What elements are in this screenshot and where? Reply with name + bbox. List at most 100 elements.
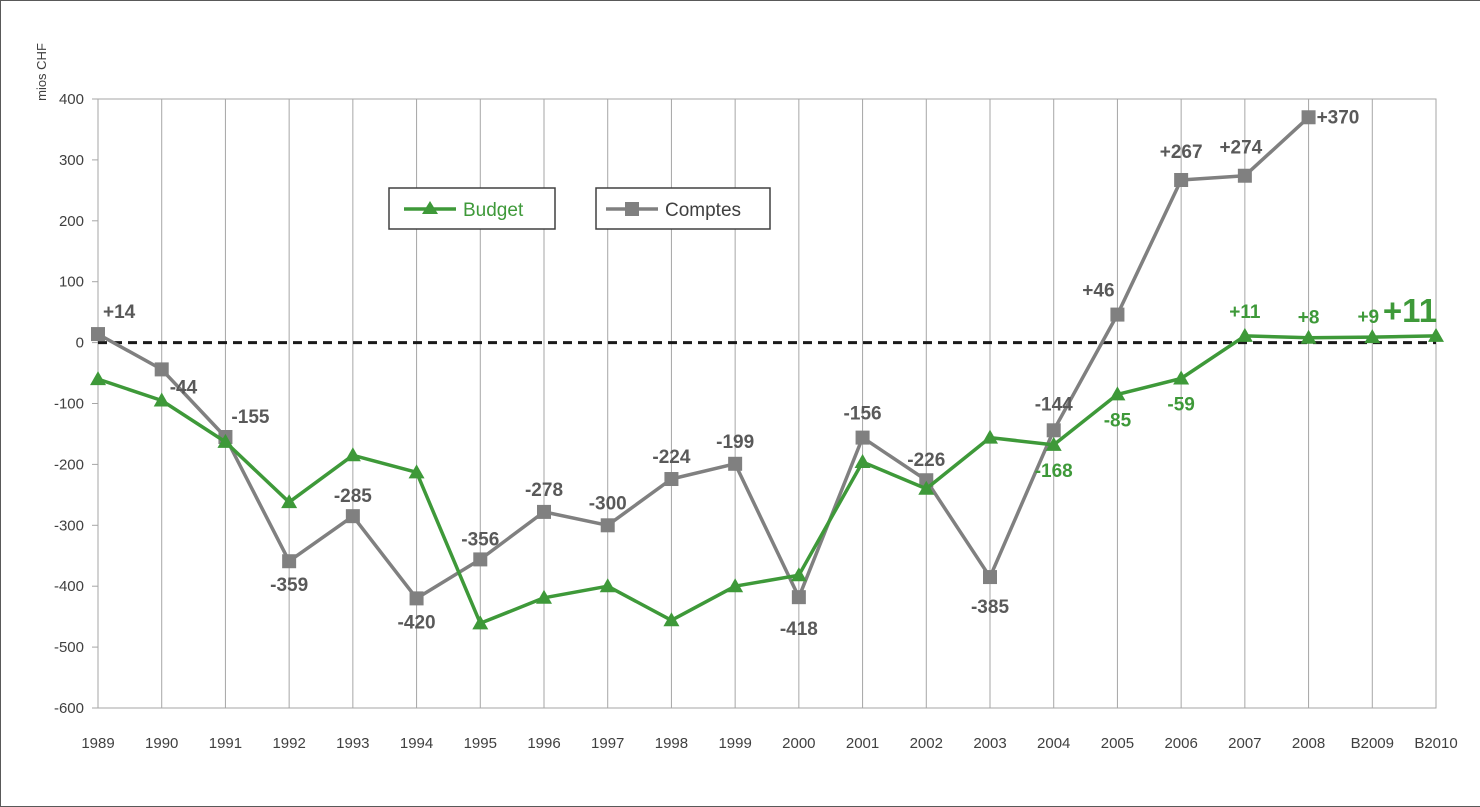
- x-tick-label: 2006: [1164, 735, 1197, 752]
- data-label-comptes: -356: [461, 529, 499, 550]
- y-tick-label: 300: [59, 152, 84, 169]
- marker-budget: [153, 392, 170, 407]
- marker-comptes: [1046, 423, 1061, 438]
- data-label-comptes: -278: [525, 480, 563, 501]
- x-tick-label: 1991: [209, 735, 242, 752]
- marker-budget: [217, 433, 234, 448]
- marker-comptes: [154, 362, 169, 377]
- marker-comptes: [791, 590, 806, 605]
- data-label-budget: -168: [1035, 461, 1073, 482]
- series-line-budget: [97, 334, 1437, 626]
- marker-comptes: [473, 552, 488, 567]
- marker-comptes: [983, 570, 997, 585]
- y-tick-label: -500: [54, 639, 84, 656]
- marker-budget: [1109, 386, 1126, 401]
- marker-budget: [1300, 329, 1317, 344]
- marker-budget: [536, 589, 552, 604]
- y-tick-label: -600: [54, 700, 84, 717]
- x-tick-label: 2000: [782, 735, 815, 752]
- data-label-comptes: +370: [1317, 107, 1360, 128]
- data-label-comptes: -418: [780, 619, 818, 640]
- marker-budget: [918, 480, 935, 495]
- marker-comptes: [1110, 307, 1125, 322]
- legend-label-budget: Budget: [463, 200, 524, 221]
- data-label-budget: +11: [1229, 302, 1261, 323]
- marker-budget: [727, 578, 744, 593]
- marker-budget: [408, 464, 425, 479]
- data-label-comptes: -224: [652, 447, 690, 468]
- marker-comptes: [728, 456, 743, 471]
- x-tick-label: B2010: [1414, 735, 1457, 752]
- legend-marker-budget: [422, 201, 438, 214]
- marker-budget: [344, 447, 361, 462]
- y-tick-label: 100: [59, 274, 84, 291]
- legend: Budget Comptes: [388, 187, 771, 230]
- data-label-comptes: +14: [103, 302, 136, 323]
- marker-budget: [1173, 370, 1190, 385]
- marker-budget: [472, 615, 489, 630]
- x-tick-label: 2003: [973, 735, 1006, 752]
- marker-comptes: [855, 430, 870, 445]
- y-tick-label: -400: [54, 578, 84, 595]
- marker-comptes: [664, 472, 679, 487]
- data-label-comptes: -359: [270, 575, 308, 596]
- data-label-comptes: +46: [1082, 281, 1114, 302]
- data-label-comptes: -420: [398, 612, 436, 633]
- y-tick-label: -300: [54, 517, 84, 534]
- data-label-comptes: -44: [170, 377, 198, 398]
- marker-budget: [854, 453, 871, 468]
- data-label-comptes: +274: [1219, 138, 1262, 159]
- x-tick-label: 1993: [336, 735, 369, 752]
- marker-comptes: [1174, 172, 1189, 187]
- data-label-comptes: -300: [589, 493, 627, 514]
- x-tick-label: 2005: [1101, 735, 1134, 752]
- x-tick-label: 1997: [591, 735, 624, 752]
- marker-budget: [982, 429, 998, 444]
- data-labels: +14 -44 -155 -359 -285 -420 -356 -278 -300 -224 -1…: [103, 107, 1437, 640]
- data-label-comptes: -156: [844, 404, 882, 425]
- data-label-comptes: -285: [334, 486, 372, 507]
- marker-budget: [663, 612, 680, 627]
- x-tick-label: 2004: [1037, 735, 1070, 752]
- marker-budget: [281, 494, 298, 509]
- x-tick-label: 1996: [527, 735, 560, 752]
- marker-comptes: [1301, 110, 1316, 125]
- data-label-comptes: -385: [971, 597, 1009, 618]
- data-label-budget: +11: [1383, 292, 1437, 329]
- x-tick-label: 1995: [464, 735, 497, 752]
- data-label-budget: +8: [1298, 308, 1320, 329]
- y-axis: 400 300 200 100 0 -100 -200 -300 -400 -500 -600: [54, 91, 98, 717]
- x-tick-label: 1992: [272, 735, 305, 752]
- data-label-comptes: +267: [1160, 142, 1203, 163]
- series-group: [90, 110, 1444, 630]
- legend-label-comptes: Comptes: [665, 200, 741, 221]
- marker-comptes: [537, 504, 551, 519]
- data-label-comptes: -226: [907, 450, 945, 471]
- data-label-comptes: -199: [716, 432, 754, 453]
- y-tick-label: 400: [59, 91, 84, 108]
- y-tick-label: 200: [59, 213, 84, 230]
- x-tick-label: 2002: [910, 735, 943, 752]
- y-tick-label: -100: [54, 396, 84, 413]
- x-tick-label: B2009: [1351, 735, 1394, 752]
- marker-budget: [90, 371, 106, 386]
- data-label-budget: -85: [1104, 410, 1132, 431]
- x-axis: 1989 1990 1991 1992 1993 1994 1995 1996 1997 1998…: [81, 735, 1457, 752]
- x-tick-label: 1994: [400, 735, 433, 752]
- marker-comptes: [409, 591, 424, 606]
- x-tick-label: 1989: [81, 735, 114, 752]
- data-label-budget: -59: [1167, 395, 1194, 416]
- marker-comptes: [600, 518, 615, 533]
- marker-comptes: [345, 509, 360, 524]
- marker-comptes: [91, 327, 105, 342]
- marker-budget: [790, 567, 807, 582]
- y-axis-title: mios CHF: [34, 43, 49, 101]
- series-line-comptes: [97, 116, 1310, 601]
- x-tick-label: 2008: [1292, 735, 1325, 752]
- x-tick-label: 1990: [145, 735, 178, 752]
- marker-budget: [1364, 329, 1381, 344]
- marker-budget: [1045, 436, 1062, 451]
- legend-marker-comptes: [625, 202, 639, 216]
- y-tick-label: -200: [54, 456, 84, 473]
